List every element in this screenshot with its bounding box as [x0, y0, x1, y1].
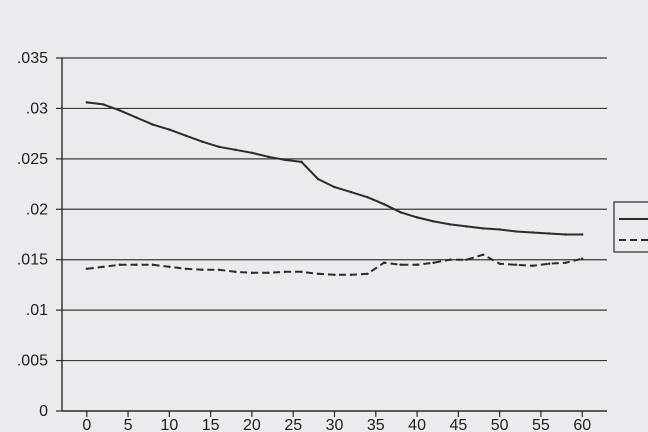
x-tick-label: 55 — [532, 417, 550, 432]
data-point-solid — [465, 225, 468, 228]
data-point-dashed — [547, 262, 551, 265]
data-point-dashed — [102, 265, 105, 268]
y-tick-label: .025 — [17, 151, 48, 168]
data-point-dashed — [432, 261, 435, 264]
x-tick-label: 0 — [82, 417, 91, 432]
data-point-solid — [267, 155, 270, 159]
data-point-solid — [498, 228, 501, 231]
data-point-dashed — [333, 273, 336, 277]
data-point-solid — [300, 160, 303, 164]
x-tick-label: 45 — [449, 417, 467, 432]
x-tick-label: 30 — [326, 417, 344, 432]
data-point-solid — [564, 233, 567, 236]
data-point-dashed — [85, 267, 88, 270]
data-point-solid — [581, 233, 584, 236]
data-point-solid — [135, 116, 138, 119]
data-point-solid — [118, 109, 122, 112]
grid-lines — [62, 57, 607, 362]
y-tick-label: .01 — [26, 302, 48, 319]
data-point-solid — [85, 101, 88, 104]
data-point-dashed — [234, 270, 237, 274]
data-point-dashed — [300, 270, 303, 274]
x-tick-label: 50 — [491, 417, 509, 432]
y-tick-label: 0 — [39, 403, 48, 420]
data-point-solid — [283, 158, 287, 162]
y-axis-ticks: 0 .005 .01 .015 .02 .025 .03 .035 — [17, 50, 62, 420]
data-point-solid — [432, 220, 435, 223]
data-point-dashed — [201, 268, 204, 271]
data-point-dashed — [184, 267, 188, 270]
x-axis-ticks: 0 5 10 15 20 25 30 35 40 45 50 55 60 — [82, 411, 591, 432]
legend-box — [613, 201, 648, 253]
data-point-solid — [547, 232, 551, 235]
data-point-dashed — [465, 258, 468, 261]
data-point-dashed — [283, 270, 287, 274]
data-point-dashed — [151, 263, 155, 266]
data-point-dashed — [135, 263, 138, 266]
data-point-dashed — [316, 272, 320, 276]
data-series — [85, 101, 584, 277]
data-point-dashed — [366, 272, 369, 276]
data-point-dashed — [349, 273, 353, 277]
data-point-dashed — [531, 264, 534, 267]
data-point-dashed — [564, 261, 567, 264]
data-point-solid — [102, 103, 105, 106]
data-point-dashed — [481, 253, 485, 256]
y-tick-label: .005 — [17, 353, 48, 370]
data-point-solid — [250, 151, 254, 155]
data-point-solid — [366, 195, 369, 199]
data-point-dashed — [118, 263, 122, 266]
data-point-dashed — [382, 261, 386, 264]
data-point-solid — [201, 140, 204, 143]
data-point-dashed — [399, 263, 402, 266]
data-point-dashed — [448, 258, 452, 261]
data-point-dashed — [498, 262, 501, 265]
x-tick-label: 10 — [160, 417, 178, 432]
data-point-dashed — [581, 257, 584, 260]
data-point-dashed — [267, 271, 270, 275]
x-tick-label: 40 — [408, 417, 426, 432]
data-point-solid — [316, 177, 320, 181]
data-point-dashed — [168, 265, 171, 268]
data-point-solid — [531, 231, 534, 234]
x-tick-label: 15 — [202, 417, 220, 432]
data-point-dashed — [415, 263, 419, 266]
data-point-solid — [382, 203, 386, 206]
data-point-solid — [184, 134, 188, 137]
x-tick-label: 20 — [243, 417, 261, 432]
legend — [613, 201, 648, 253]
y-tick-label: .02 — [26, 201, 48, 218]
x-tick-label: 35 — [367, 417, 385, 432]
data-point-solid — [349, 190, 353, 194]
x-tick-label: 5 — [124, 417, 133, 432]
data-point-solid — [217, 145, 221, 148]
x-tick-label: 60 — [573, 417, 591, 432]
data-point-solid — [481, 227, 485, 230]
data-point-solid — [234, 148, 237, 151]
data-point-dashed — [514, 263, 518, 266]
data-point-solid — [168, 128, 171, 131]
data-point-solid — [415, 216, 419, 219]
y-tick-label: .015 — [17, 252, 48, 269]
y-tick-label: .035 — [17, 50, 48, 67]
data-point-solid — [448, 223, 452, 226]
data-point-dashed — [217, 268, 221, 271]
data-point-solid — [514, 230, 518, 233]
data-point-solid — [333, 185, 336, 189]
data-point-solid — [399, 211, 402, 214]
x-tick-label: 25 — [284, 417, 302, 432]
y-tick-label: .03 — [26, 100, 48, 117]
data-point-solid — [151, 123, 155, 126]
data-point-dashed — [250, 271, 254, 275]
